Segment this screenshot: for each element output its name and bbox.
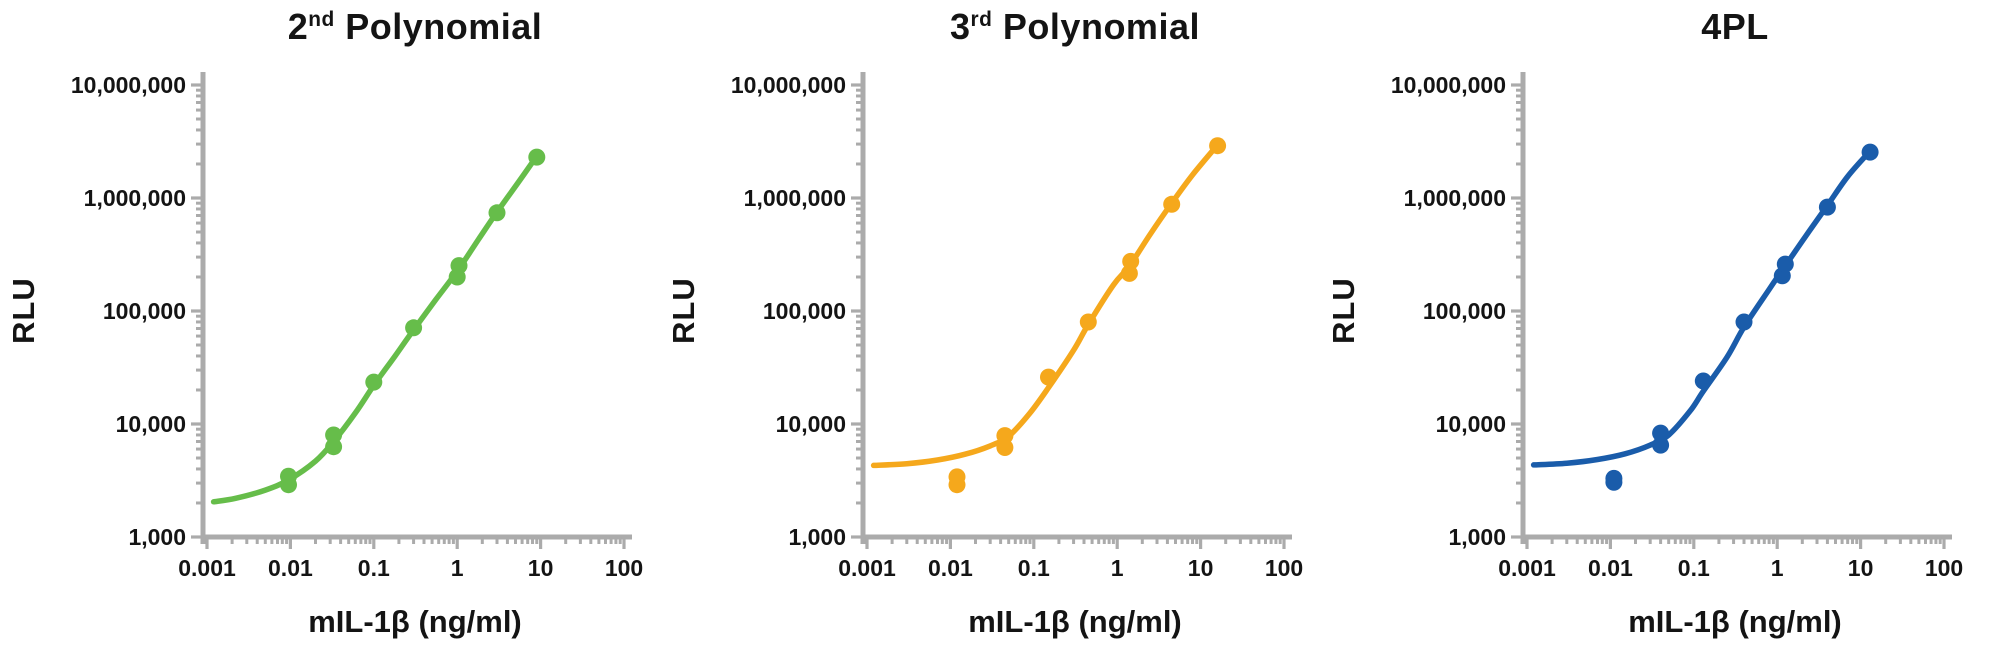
data-point bbox=[280, 467, 297, 485]
data-point bbox=[1861, 143, 1879, 161]
x-tick-label: 1 bbox=[1111, 555, 1124, 581]
fit-curve bbox=[210, 153, 540, 505]
y-tick-label: 1,000,000 bbox=[84, 185, 186, 211]
y-tick-label: 10,000,000 bbox=[731, 72, 846, 98]
x-tick-label: 100 bbox=[605, 555, 643, 581]
fit-curve bbox=[870, 142, 1221, 469]
data-point bbox=[1652, 424, 1670, 442]
title-rest: Polynomial bbox=[992, 6, 1200, 47]
chart-4pl: 1,000 10,000 100,000 1,000,000 10,000,000 0.0… bbox=[1320, 0, 1997, 651]
data-point bbox=[1079, 313, 1097, 331]
title-rest: Polynomial bbox=[334, 6, 543, 47]
y-tick-label: 1,000,000 bbox=[744, 185, 846, 211]
x-tick-label: 0.01 bbox=[928, 555, 973, 581]
title-base: 3 bbox=[950, 6, 971, 47]
y-tick-label: 1,000 bbox=[128, 524, 186, 550]
data-point bbox=[1163, 195, 1181, 213]
y-tick-label: 10,000,000 bbox=[1391, 72, 1506, 98]
x-tick-label: 1 bbox=[451, 555, 464, 581]
x-tick-label: 0.1 bbox=[358, 555, 390, 581]
y-tick-label: 1,000 bbox=[788, 524, 846, 550]
x-tick-label: 100 bbox=[1925, 555, 1963, 581]
chart-2nd-polynomial: 1,000 10,000 100,000 1,000,000 10,000,000 0.0… bbox=[0, 0, 660, 651]
title-ordinal-superscript: rd bbox=[970, 8, 993, 31]
y-axis-title: RLU bbox=[6, 277, 41, 345]
data-point bbox=[325, 426, 343, 444]
title-base: 4PL bbox=[1701, 6, 1769, 47]
data-point bbox=[996, 439, 1014, 456]
y-tick-label: 100,000 bbox=[103, 298, 186, 324]
title-ordinal-superscript: nd bbox=[308, 8, 335, 31]
data-point bbox=[325, 438, 343, 456]
data-point bbox=[948, 468, 966, 486]
title-base: 2 bbox=[287, 6, 309, 47]
data-point bbox=[1605, 469, 1623, 487]
data-point bbox=[1735, 313, 1753, 331]
data-point bbox=[1694, 372, 1712, 390]
y-tick-label: 10,000 bbox=[776, 411, 846, 437]
y-tick-label: 10,000,000 bbox=[71, 72, 186, 98]
x-tick-label: 0.001 bbox=[1498, 555, 1556, 581]
data-point bbox=[996, 427, 1014, 445]
fit-curve bbox=[1530, 148, 1873, 468]
data-point bbox=[1776, 255, 1794, 273]
y-tick-label: 1,000 bbox=[1448, 524, 1506, 550]
x-axis-title: mIL-1β (ng/ml) bbox=[308, 604, 522, 639]
x-tick-label: 10 bbox=[1848, 555, 1874, 581]
y-tick-label: 100,000 bbox=[1423, 298, 1506, 324]
y-tick-label: 1,000,000 bbox=[1404, 185, 1506, 211]
data-point bbox=[528, 148, 546, 166]
data-point bbox=[1122, 252, 1140, 270]
y-tick-label: 100,000 bbox=[763, 298, 846, 324]
x-tick-label: 0.01 bbox=[1588, 555, 1633, 581]
data-point bbox=[450, 257, 468, 275]
data-point bbox=[1652, 436, 1670, 454]
x-axis-title: mIL-1β (ng/ml) bbox=[1628, 604, 1842, 639]
data-point bbox=[1209, 137, 1227, 155]
data-point bbox=[405, 319, 423, 337]
plot-3rd-polynomial: 1,000 10,000 100,000 1,000,000 10,000,000 0.0… bbox=[731, 72, 1303, 581]
data-point bbox=[488, 204, 506, 222]
y-tick-label: 10,000 bbox=[1436, 411, 1506, 437]
x-tick-label: 0.001 bbox=[178, 555, 236, 581]
y-axis-title: RLU bbox=[666, 277, 701, 345]
x-tick-label: 10 bbox=[528, 555, 554, 581]
chart-title: 4PL bbox=[1515, 6, 1955, 48]
data-point bbox=[1818, 198, 1836, 216]
plot-4pl: 1,000 10,000 100,000 1,000,000 10,000,000 0.0… bbox=[1391, 72, 1963, 581]
chart-3rd-polynomial: 1,000 10,000 100,000 1,000,000 10,000,000 0.0… bbox=[660, 0, 1320, 651]
x-axis-title: mIL-1β (ng/ml) bbox=[968, 604, 1182, 639]
y-axis-title: RLU bbox=[1326, 277, 1361, 345]
data-point bbox=[365, 373, 383, 391]
chart-title: 2nd Polynomial bbox=[195, 6, 635, 48]
x-tick-label: 0.1 bbox=[1678, 555, 1710, 581]
data-point bbox=[1040, 368, 1057, 386]
plot-2nd-polynomial: 1,000 10,000 100,000 1,000,000 10,000,000 0.0… bbox=[71, 72, 643, 581]
x-tick-label: 10 bbox=[1188, 555, 1214, 581]
x-tick-label: 0.01 bbox=[268, 555, 313, 581]
x-tick-label: 100 bbox=[1265, 555, 1303, 581]
chart-title: 3rd Polynomial bbox=[855, 6, 1295, 48]
x-tick-label: 0.001 bbox=[838, 555, 896, 581]
x-tick-label: 0.1 bbox=[1018, 555, 1050, 581]
y-tick-label: 10,000 bbox=[116, 411, 186, 437]
x-tick-label: 1 bbox=[1771, 555, 1784, 581]
